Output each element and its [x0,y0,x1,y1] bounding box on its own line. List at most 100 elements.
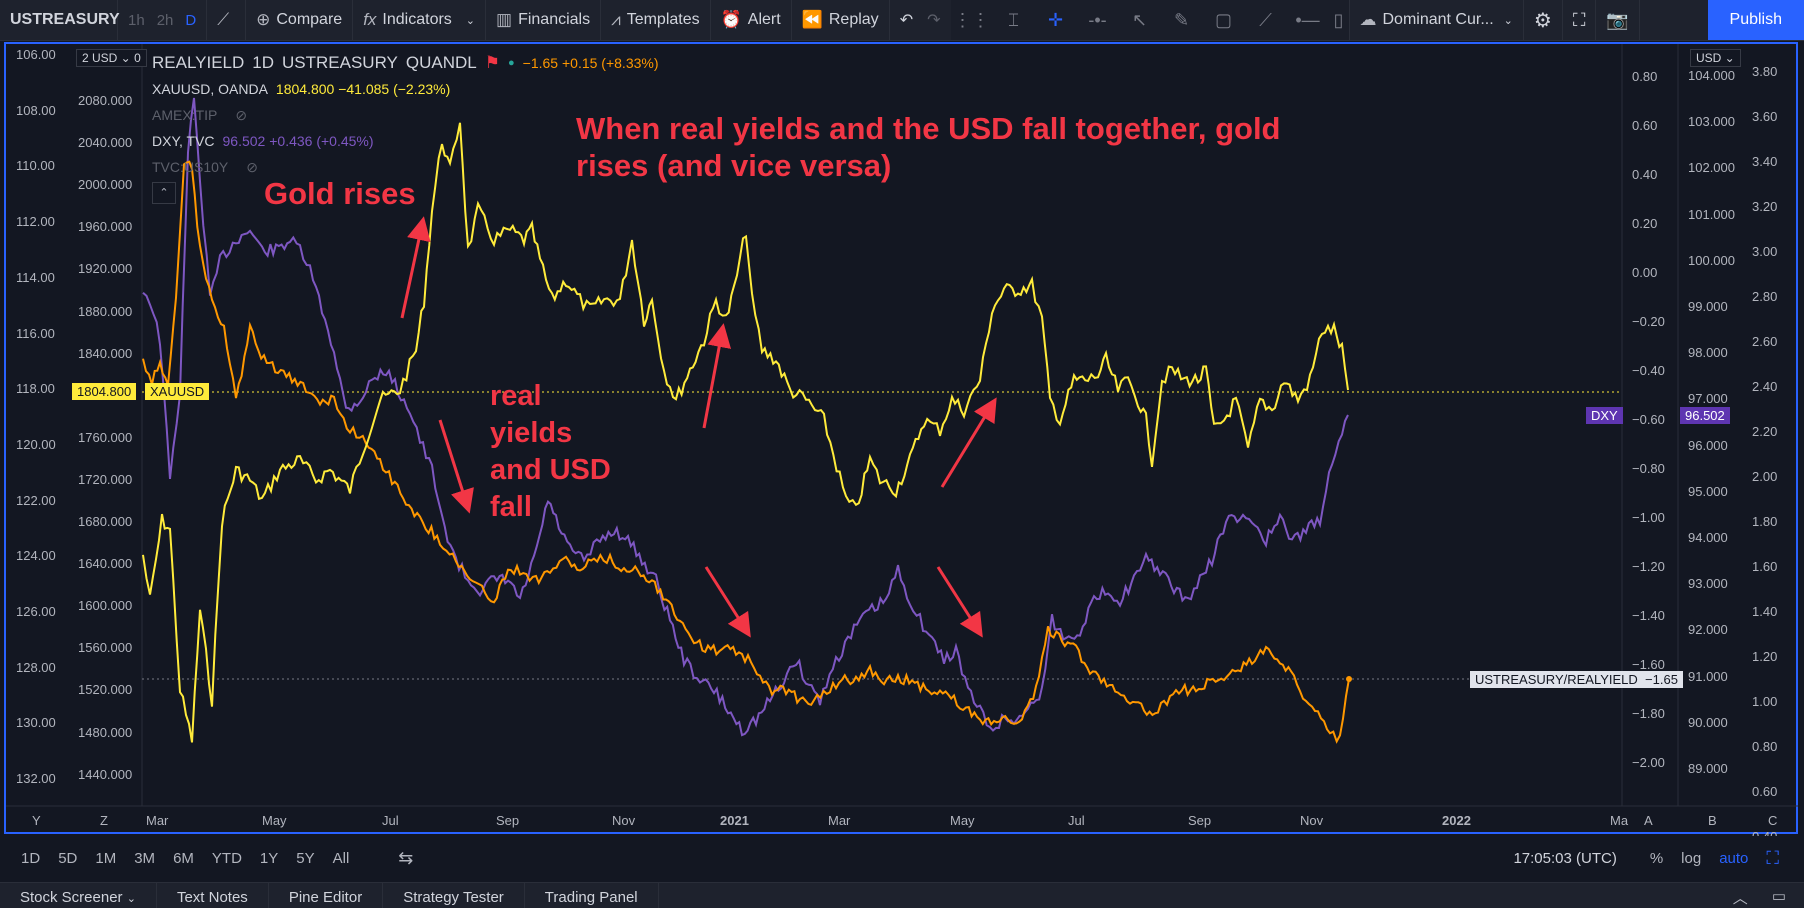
time-axis-tick: Nov [1300,813,1324,828]
left-inner-axis-tick: 1480.000 [78,724,133,740]
left-inner-axis-tick: 1920.000 [78,261,133,277]
timeframe-2h[interactable]: 2h [156,11,174,29]
chart-type-button[interactable]: ⟋ [207,0,247,40]
range-1m[interactable]: 1M [95,849,117,867]
left-inner-axis-tick: 1880.000 [78,303,133,319]
log-scale-toggle[interactable]: log [1681,849,1702,867]
legend-collapse-button[interactable]: ⌃ [152,182,176,204]
time-axis-tick: Sep [1188,813,1212,828]
settings-button[interactable]: ⚙ [1524,0,1563,40]
axis-corner-label: A [1644,813,1653,828]
text-cursor-icon[interactable]: ⌶ [1008,9,1019,30]
left-inner-axis-tick: 1760.000 [78,429,133,445]
eye-hidden-icon[interactable]: ⊘ [246,159,258,175]
right-axis-b-tick: 101.000 [1688,206,1735,222]
right-axis-c-tick: 3.60 [1752,109,1778,124]
range-5y[interactable]: 5Y [296,849,315,867]
templates-button[interactable]: ⩘ Templates [601,0,711,40]
range-1y[interactable]: 1Y [259,849,279,867]
scale-selector-left[interactable]: 2 USD ⌄ 0 [76,49,147,67]
vertical-line-icon[interactable]: ▯ [1333,9,1344,30]
flag-icon[interactable]: ⚑ [484,53,501,72]
annotation-real-yields-fall[interactable]: real yields and USD fall [490,378,611,526]
right-axis-c-tick: 1.20 [1752,649,1778,664]
tab-pine-editor[interactable]: Pine Editor [269,883,384,908]
right-axis-c-tick: 3.00 [1752,244,1778,259]
annotation-gold-rises[interactable]: Gold rises [264,176,416,211]
left-outer-axis-tick: 114.00 [16,269,55,285]
time-axis-tick: Mar [146,813,169,828]
right-axis-b-tick: 102.000 [1688,160,1735,176]
compare-button[interactable]: ⊕ Compare [246,0,354,40]
arrow-cursor-icon[interactable]: ↖ [1131,9,1148,30]
legend-main-exchange: USTREASURY [282,53,398,72]
timeframe-1h[interactable]: 1h [128,11,145,29]
fullscreen-button[interactable]: ⛶ [1563,0,1597,40]
legend-main-row[interactable]: REALYIELD 1D USTREASURY QUANDL ⚑ ● −1.65… [152,50,659,76]
clock-readout[interactable]: 17:05:03 (UTC) [1513,849,1617,867]
symbol-search-button[interactable]: USTREASURY [0,0,120,40]
chart-pane[interactable] [4,42,1798,834]
range-all[interactable]: All [332,849,350,867]
date-range-group: 1D 5D 1M 3M 6M YTD 1Y 5Y All [0,850,358,867]
scale-selector-right[interactable]: USD ⌄ [1690,49,1741,67]
range-5d[interactable]: 5D [58,849,78,867]
drawing-toolbar: ⋮⋮ ⌶ ✛ -•- ↖ ✎ ▢ ⟋ •— ▯ [950,0,1349,40]
time-axis-tick: Jul [1068,813,1085,828]
legend-row-tip[interactable]: AMEX:TIP ⊘ [152,102,659,128]
tab-strategy-tester[interactable]: Strategy Tester [383,883,525,908]
goto-date-icon[interactable]: ⇆ [398,847,414,868]
dxy-price-tag: 96.502 [1680,407,1730,424]
range-6m[interactable]: 6M [173,849,194,867]
financials-button[interactable]: ▥ Financials [486,0,602,40]
legend-row-us10y[interactable]: TVC:US10Y ⊘ [152,154,659,180]
maximize-icon[interactable]: ⛶ [1766,847,1779,868]
tab-text-notes[interactable]: Text Notes [157,883,269,908]
drag-handle-icon[interactable]: ⋮⋮ [953,9,990,30]
xauusd-name-tag: XAUUSD [145,383,210,400]
chevron-down-icon[interactable]: ⌄ [1503,14,1513,27]
layout-menu-button[interactable]: ☁ Dominant Cur... ⌄ [1348,0,1524,40]
replay-button[interactable]: ⏪ Replay [792,0,890,40]
trend-line-icon[interactable]: ⟋ [1259,9,1272,30]
left-outer-axis-tick: 106.00 [16,47,56,62]
legend-label: XAUUSD, OANDA [152,81,268,97]
tab-stock-screener[interactable]: Stock Screener ⌄ [0,883,157,908]
dot-line-icon[interactable]: -•- [1088,9,1107,30]
chevron-down-icon[interactable]: ⌄ [465,14,476,27]
tab-trading-panel[interactable]: Trading Panel [525,883,659,908]
cloud-icon: ☁ [1359,10,1377,29]
annotation-title[interactable]: When real yields and the USD fall togeth… [576,110,1281,184]
realyield-name-tag: USTREASURY/REALYIELD −1.65 [1470,671,1683,688]
range-3m[interactable]: 3M [134,849,156,867]
brush-icon[interactable]: ✎ [1173,9,1190,30]
legend-row-xauusd[interactable]: XAUUSD, OANDA 1804.800 −41.085 (−2.23%) [152,76,659,102]
auto-scale-toggle[interactable]: auto [1719,849,1749,867]
chart-legend: REALYIELD 1D USTREASURY QUANDL ⚑ ● −1.65… [152,50,659,204]
crosshair-icon[interactable]: ✛ [1047,9,1064,30]
right-axis-b-tick: 103.000 [1688,114,1735,130]
ray-icon[interactable]: •— [1295,9,1320,30]
collapse-panel-icon[interactable]: ︿ [1732,890,1748,907]
range-1d[interactable]: 1D [21,849,41,867]
percent-scale-toggle[interactable]: % [1649,849,1664,867]
left-outer-axis-tick: 110.00 [16,158,55,174]
range-ytd[interactable]: YTD [211,849,242,867]
publish-button[interactable]: Publish [1707,0,1804,40]
legend-row-dxy[interactable]: DXY, TVC 96.502 +0.436 (+0.45%) [152,128,659,154]
timeframe-d[interactable]: D [185,11,197,29]
legend-label: AMEX:TIP [152,107,218,123]
rectangle-icon[interactable]: ▢ [1214,9,1232,30]
alert-button[interactable]: ⏰ Alert [711,0,792,40]
indicators-button[interactable]: fx Indicators ⌄ [353,0,487,40]
eye-hidden-icon[interactable]: ⊘ [235,107,248,123]
legend-main-interval: 1D [252,53,275,72]
redo-icon[interactable]: ↷ [927,12,941,29]
left-outer-axis-tick: 122.00 [16,492,56,508]
undo-icon[interactable]: ↶ [899,12,914,29]
panel-icon[interactable]: ▭ [1771,888,1786,905]
annotation-line: fall [490,491,532,523]
right-axis-b-tick: 99.000 [1688,299,1728,314]
snapshot-button[interactable]: 📷 [1596,0,1640,40]
dxy-name-tag: DXY [1586,407,1623,424]
